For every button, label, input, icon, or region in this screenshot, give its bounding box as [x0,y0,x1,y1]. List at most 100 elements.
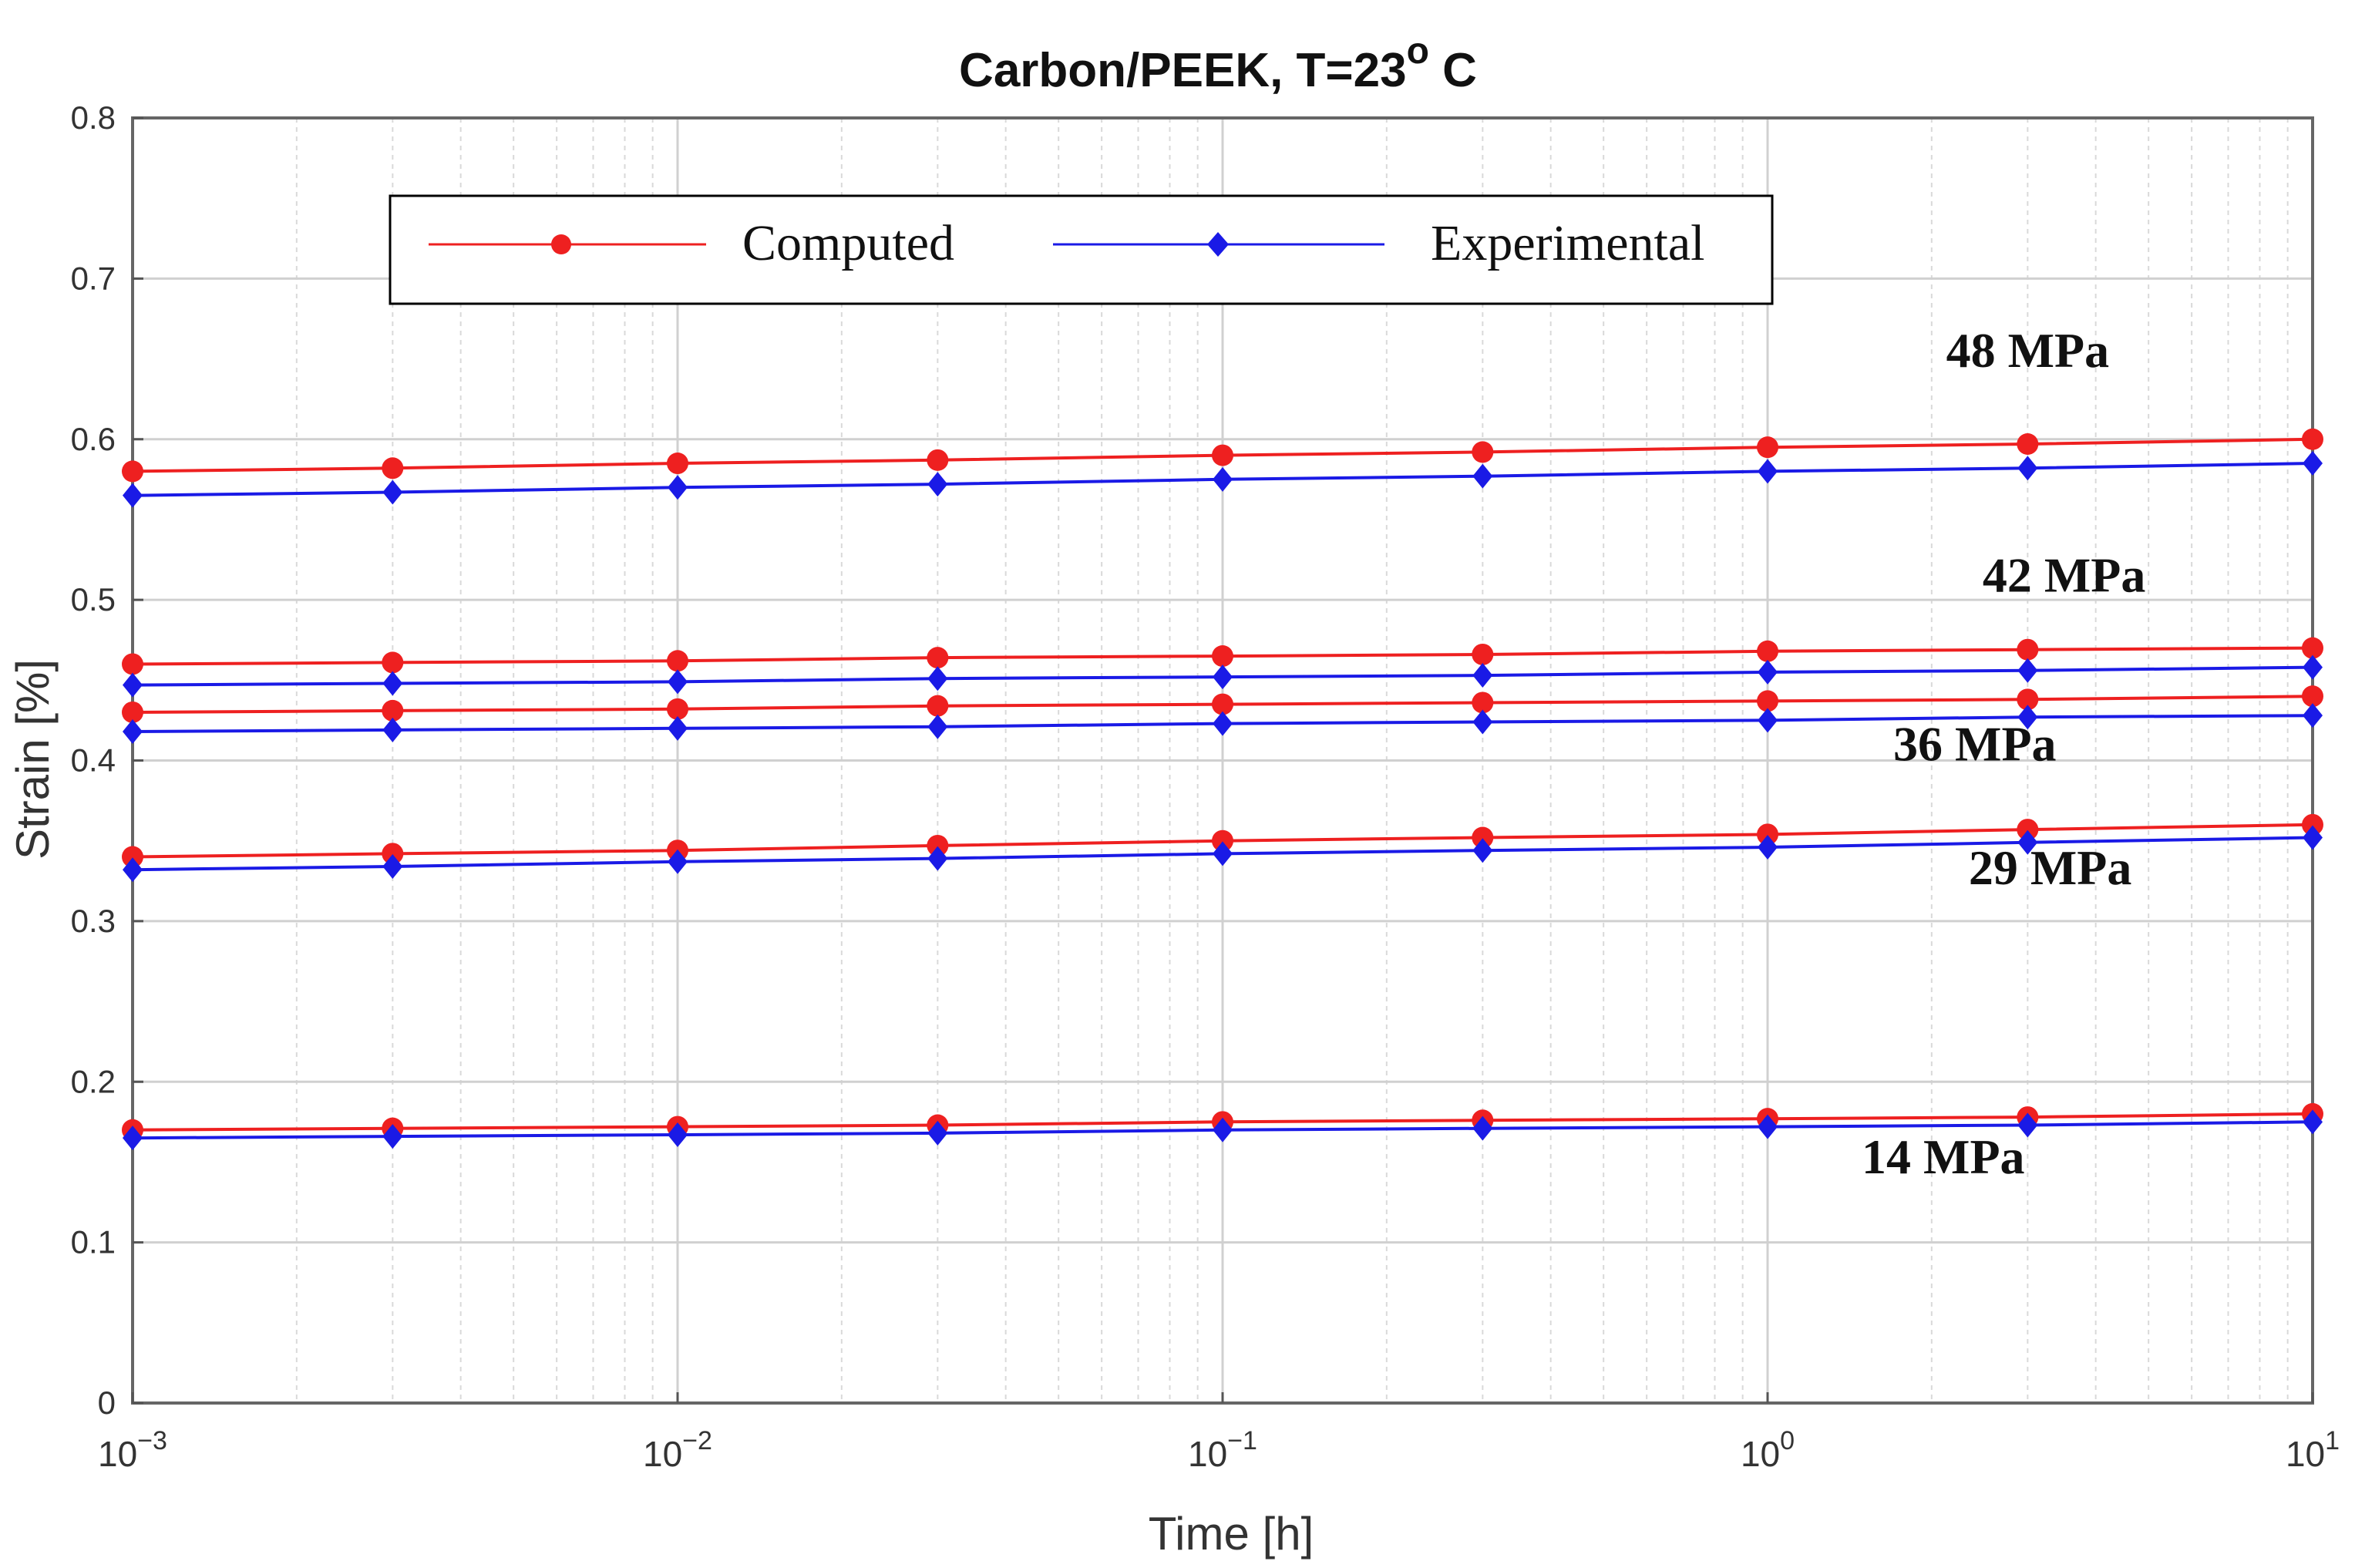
x-axis-label: Time [h] [1149,1508,1314,1560]
series-computed-48mpa [122,428,2323,483]
y-axis-label: Strain [%] [7,659,59,860]
data-point-computed-29mpa [1472,826,1494,849]
data-point-computed-42mpa [1757,640,1778,662]
y-tick-label: 0.4 [71,742,116,779]
data-point-experimental-48mpa [927,472,948,497]
x-tick-label: 10−1 [1188,1426,1257,1474]
data-point-computed-29mpa [927,834,949,856]
y-tick-label: 0.6 [71,421,116,457]
data-point-computed-48mpa [1757,436,1778,459]
data-point-computed-42mpa [2302,637,2323,659]
data-point-experimental-29mpa [1758,835,1778,860]
data-point-experimental-42mpa [2303,654,2323,680]
data-point-experimental-42mpa [1213,665,1233,690]
data-point-computed-48mpa [122,460,143,483]
data-point-experimental-48mpa [1213,466,1233,492]
legend-item-computed: Computed [429,215,954,271]
data-point-experimental-42mpa [1758,659,1778,685]
data-point-computed-36mpa [2302,685,2323,708]
x-tick-label: 100 [1741,1426,1795,1474]
data-point-computed-36mpa [122,701,143,723]
data-point-computed-36mpa [667,698,688,720]
data-point-computed-36mpa [382,699,404,722]
y-axis: 0 0.1 0.2 0.3 0.4 0.5 0.6 0.7 0.8 [71,99,143,1421]
data-point-experimental-48mpa [1758,459,1778,484]
data-point-experimental-36mpa [1758,708,1778,733]
y-tick-label: 0 [98,1385,116,1421]
data-point-computed-29mpa [1757,823,1778,846]
legend-label-experimental: Experimental [1431,215,1705,271]
data-point-experimental-29mpa [668,849,688,874]
data-point-computed-29mpa [382,843,404,865]
y-tick-label: 0.5 [71,581,116,617]
data-point-computed-42mpa [927,647,949,669]
data-point-experimental-14mpa [2303,1109,2323,1135]
data-point-experimental-14mpa [927,1120,948,1146]
annotation-label: 14 MPa [1862,1129,2025,1184]
data-point-experimental-29mpa [927,846,948,871]
data-point-experimental-14mpa [1472,1115,1493,1141]
annotation-layer: 48 MPa 42 MPa 36 MPa 29 MPa 14 MPa [1862,323,2145,1184]
data-point-computed-48mpa [1472,441,1494,463]
data-point-experimental-29mpa [382,854,403,880]
data-point-experimental-36mpa [2303,703,2323,728]
legend-marker-computed [551,234,571,254]
x-tick-label: 101 [2286,1426,2340,1474]
data-point-experimental-42mpa [927,666,948,691]
x-tick-label: 10−3 [98,1426,167,1474]
data-point-experimental-14mpa [2017,1112,2038,1138]
series-computed-29mpa [122,813,2323,868]
y-tick-label: 0.3 [71,903,116,939]
y-tick-label: 0.7 [71,260,116,296]
data-point-computed-42mpa [2017,638,2039,661]
legend-item-experimental: Experimental [1053,215,1705,271]
legend: Computed Experimental [389,194,1774,305]
data-point-experimental-42mpa [2017,658,2038,683]
chart-title: Carbon/PEEK, T=23o C [959,31,1477,97]
data-point-computed-48mpa [2017,433,2039,456]
data-point-experimental-36mpa [927,714,948,739]
data-point-experimental-42mpa [123,672,143,698]
data-point-experimental-36mpa [382,717,403,742]
data-point-computed-29mpa [122,846,143,868]
data-point-computed-48mpa [382,457,404,479]
data-point-experimental-14mpa [382,1124,403,1149]
series-experimental-36mpa [123,703,2323,744]
series-computed-36mpa [122,685,2323,723]
series-experimental-29mpa [123,825,2323,883]
data-point-computed-36mpa [1472,691,1494,714]
y-tick-label: 0.8 [71,99,116,136]
data-point-computed-48mpa [927,449,949,471]
data-point-experimental-29mpa [1472,838,1493,863]
data-point-experimental-48mpa [668,475,688,500]
data-point-computed-48mpa [667,453,688,475]
annotation-label: 36 MPa [1893,717,2057,772]
data-point-experimental-29mpa [1213,841,1233,866]
data-point-experimental-48mpa [2017,456,2038,481]
data-point-computed-42mpa [1472,643,1494,665]
data-point-experimental-14mpa [1213,1117,1233,1142]
data-point-experimental-36mpa [668,715,688,741]
data-point-experimental-36mpa [2017,705,2038,730]
series-experimental-14mpa [123,1109,2323,1151]
data-point-experimental-29mpa [2017,829,2038,855]
data-point-experimental-29mpa [2303,825,2323,850]
series-layer [122,428,2323,1151]
annotation-label: 48 MPa [1946,323,2110,378]
data-point-computed-29mpa [2302,813,2323,836]
x-tick-label: 10−2 [643,1426,712,1474]
data-point-experimental-48mpa [2303,451,2323,476]
series-experimental-48mpa [123,451,2323,508]
data-point-experimental-42mpa [1472,663,1493,688]
data-point-experimental-48mpa [1472,463,1493,489]
legend-marker-experimental [1207,232,1229,257]
series-experimental-42mpa [123,654,2323,698]
legend-label-computed: Computed [742,215,954,271]
series-computed-42mpa [122,637,2323,675]
data-point-experimental-42mpa [382,671,403,696]
data-point-experimental-14mpa [123,1126,143,1151]
data-point-experimental-42mpa [668,669,688,695]
data-point-computed-36mpa [927,695,949,717]
y-tick-label: 0.2 [71,1063,116,1099]
